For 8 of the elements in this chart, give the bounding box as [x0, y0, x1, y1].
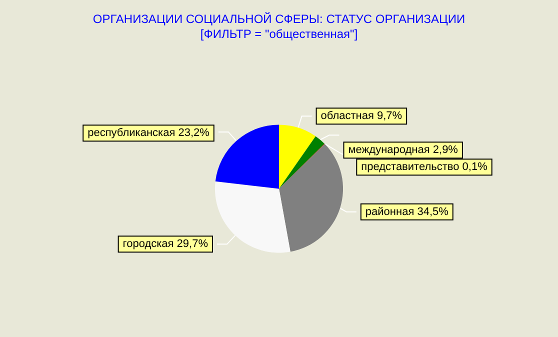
slice-label: районная 34,5% [365, 206, 449, 218]
slice-label: областная 9,7% [320, 110, 402, 122]
slice-label: представительство 0,1% [361, 161, 488, 174]
chart-title: ОРГАНИЗАЦИИ СОЦИАЛЬНОЙ СФЕРЫ: СТАТУС ОРГАНИЗАЦИИ [92, 12, 466, 26]
slice-label: международная 2,9% [348, 144, 458, 156]
slice-label: городская 29,7% [122, 238, 208, 250]
chart-subtitle: [ФИЛЬТР = "общественная"] [200, 27, 358, 41]
slice-label: республиканская 23,2% [88, 127, 210, 140]
